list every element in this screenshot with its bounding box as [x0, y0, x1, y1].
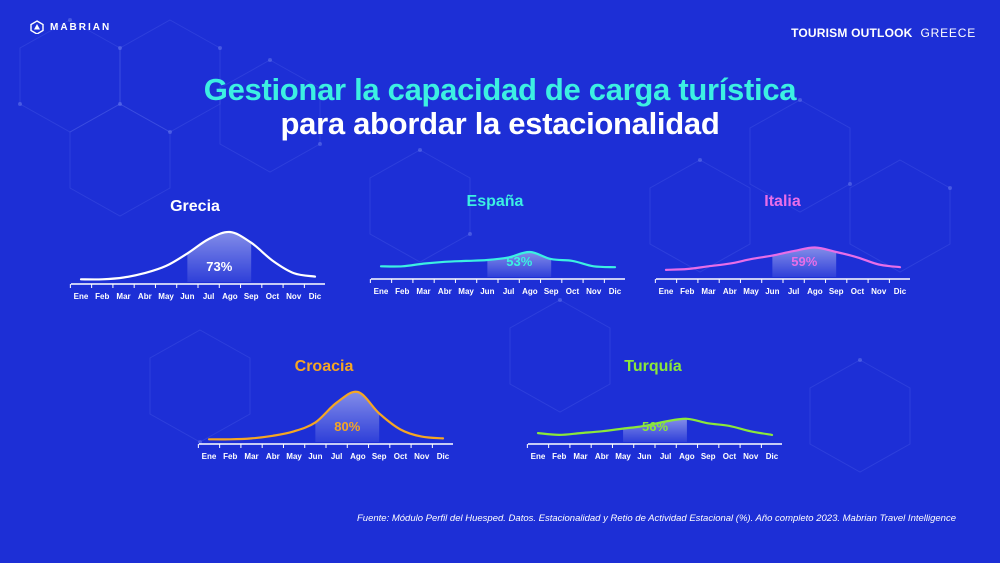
x-tick-label: Jul — [331, 452, 343, 461]
x-tick-label: May — [158, 292, 174, 301]
x-tick-label: Jun — [765, 287, 779, 296]
x-tick-label: Sep — [244, 292, 259, 301]
series-line — [664, 246, 902, 271]
chart-plot: Ene Feb Mar Abr May Jun Jul Ago Sep Oct Nov Dic 53% — [369, 250, 625, 296]
report-country: GREECE — [920, 26, 976, 40]
x-tick-label: Mar — [244, 452, 258, 461]
x-tick-label: Abr — [438, 287, 452, 296]
x-tick-label: Dic — [766, 452, 779, 461]
x-tick-label: May — [743, 287, 759, 296]
x-tick-label: Nov — [414, 452, 430, 461]
x-tick-label: Dic — [437, 452, 450, 461]
x-tick-label: Oct — [266, 292, 280, 301]
chart-plot: Ene Feb Mar Abr May Jun Jul Ago Sep Oct Nov Dic 73% — [69, 230, 325, 301]
x-tick-label: Dic — [309, 292, 322, 301]
x-tick-label: Feb — [395, 287, 409, 296]
x-tick-label: Nov — [871, 287, 887, 296]
chart-plot: Ene Feb Mar Abr May Jun Jul Ago Sep Oct Nov Dic 56% — [526, 417, 782, 461]
x-tick-label: May — [458, 287, 474, 296]
x-tick-label: Ago — [679, 452, 695, 461]
mabrian-logo: MABRIAN — [30, 20, 111, 34]
x-tick-label: Ene — [374, 287, 389, 296]
x-tick-label: Sep — [829, 287, 844, 296]
x-tick-label: Oct — [723, 452, 737, 461]
x-tick-label: Jul — [203, 292, 215, 301]
report-title: TOURISM OUTLOOK — [791, 26, 913, 40]
x-tick-label: Jul — [660, 452, 672, 461]
chart-plot: Ene Feb Mar Abr May Jun Jul Ago Sep Oct Nov Dic 80% — [197, 390, 453, 461]
series-line — [207, 390, 445, 441]
x-tick-label: Ago — [222, 292, 238, 301]
x-tick-label: Jun — [637, 452, 651, 461]
x-tick-label: Mar — [116, 292, 130, 301]
series-line — [536, 417, 774, 437]
x-tick-label: Abr — [723, 287, 737, 296]
season-ratio-label: 80% — [334, 419, 360, 434]
x-tick-label: Dic — [894, 287, 907, 296]
chart-title: España — [466, 193, 524, 210]
x-tick-label: Ene — [74, 292, 89, 301]
x-tick-label: Oct — [566, 287, 580, 296]
report-header: TOURISM OUTLOOK GREECE — [791, 26, 976, 40]
chart-title: Croacia — [294, 358, 354, 375]
x-tick-label: Sep — [544, 287, 559, 296]
x-tick-label: Abr — [595, 452, 609, 461]
x-tick-label: May — [615, 452, 631, 461]
mabrian-logo-icon — [30, 20, 44, 34]
x-tick-label: Jun — [180, 292, 194, 301]
chart-plot: Ene Feb Mar Abr May Jun Jul Ago Sep Oct Nov Dic 59% — [654, 246, 910, 296]
x-tick-label: Ene — [659, 287, 674, 296]
x-tick-label: Ago — [522, 287, 538, 296]
x-tick-label: Ene — [202, 452, 217, 461]
x-tick-label: Feb — [95, 292, 109, 301]
brand-name: MABRIAN — [50, 21, 112, 33]
x-tick-label: Mar — [416, 287, 430, 296]
chart-title: Italia — [764, 193, 801, 210]
x-tick-label: Ago — [350, 452, 366, 461]
x-tick-label: Nov — [586, 287, 602, 296]
series-line — [79, 230, 317, 281]
x-tick-label: Mar — [701, 287, 715, 296]
peak-season-band — [315, 391, 380, 442]
x-tick-label: Jul — [788, 287, 800, 296]
x-tick-label: Oct — [851, 287, 865, 296]
chart-italia: Italia Ene Feb Mar Abr May Jun Jul Ago Sep Oct Nov D… — [650, 193, 915, 310]
page-title-line1: Gestionar la capacidad de carga turístic… — [203, 72, 797, 107]
x-tick-label: Nov — [743, 452, 759, 461]
chart-espana: España Ene Feb Mar Abr May Jun Jul Ago Sep Oct Nov D… — [365, 193, 625, 310]
x-tick-label: Feb — [680, 287, 694, 296]
x-tick-label: Feb — [552, 452, 566, 461]
x-tick-label: Dic — [609, 287, 622, 296]
page-title-line2: para abordar la estacionalidad — [280, 106, 720, 141]
x-tick-label: Jul — [503, 287, 515, 296]
x-tick-label: Jun — [480, 287, 494, 296]
x-tick-label: Abr — [138, 292, 152, 301]
chart-croacia: Croacia Ene Feb Mar Abr May Jun Jul Ago Sep Oct Nov… — [193, 358, 455, 475]
season-ratio-label: 59% — [791, 254, 817, 269]
x-tick-label: Ene — [531, 452, 546, 461]
x-tick-label: Abr — [266, 452, 280, 461]
x-tick-label: Nov — [286, 292, 302, 301]
chart-title: Turquía — [624, 358, 682, 375]
x-tick-label: Feb — [223, 452, 237, 461]
season-ratio-label: 56% — [642, 419, 668, 434]
series-line — [379, 250, 617, 269]
x-tick-label: May — [286, 452, 302, 461]
x-tick-label: Sep — [701, 452, 716, 461]
x-tick-label: Oct — [394, 452, 408, 461]
chart-title: Grecia — [170, 198, 220, 215]
x-tick-label: Ago — [807, 287, 823, 296]
peak-season-band — [623, 418, 687, 442]
x-tick-label: Jun — [308, 452, 322, 461]
season-ratio-label: 73% — [206, 259, 232, 274]
source-footnote: Fuente: Módulo Perfil del Huesped. Datos… — [357, 513, 956, 524]
x-tick-label: Sep — [372, 452, 387, 461]
peak-season-band — [187, 231, 252, 282]
x-tick-label: Mar — [573, 452, 587, 461]
chart-grecia: Grecia Ene Feb Mar Abr May Jun Jul Ago Sep Oct Nov D… — [65, 198, 325, 310]
season-ratio-label: 53% — [506, 254, 532, 269]
chart-turquia: Turquía Ene Feb Mar Abr May Jun Jul Ago Sep Oct Nov… — [522, 358, 784, 475]
peak-season-band — [772, 247, 837, 277]
